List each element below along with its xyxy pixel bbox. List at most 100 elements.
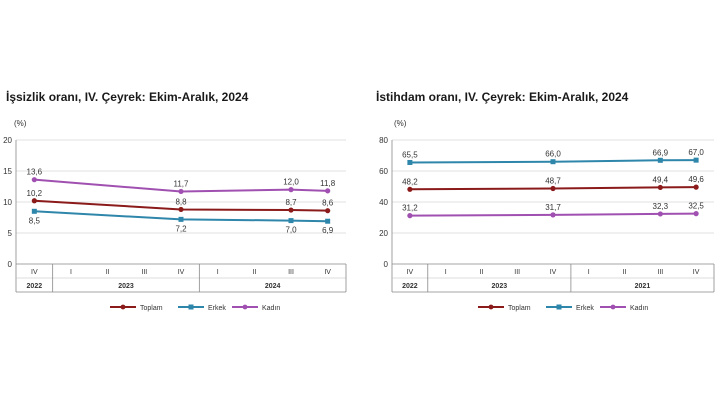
legend-marker [120, 304, 126, 310]
y-tick-label: 20 [379, 229, 388, 238]
data-label: 8,6 [322, 199, 334, 208]
y-tick-label: 80 [379, 136, 388, 145]
y-tick-label: 10 [3, 198, 12, 207]
y-tick-label: 5 [8, 229, 13, 238]
series-line-kadın [409, 212, 697, 217]
year-label: 2023 [118, 283, 134, 290]
data-label: 8,8 [175, 197, 187, 206]
data-point [693, 184, 699, 190]
legend-label: Kadın [630, 305, 648, 312]
legend-label: Toplam [140, 305, 163, 312]
data-point [31, 177, 37, 183]
data-label: 67,0 [688, 148, 704, 157]
year-label: 2023 [492, 283, 508, 290]
year-label: 2021 [635, 283, 651, 290]
y-unit-label: (%) [14, 119, 27, 128]
series-line-kadın [34, 178, 328, 193]
data-point [178, 206, 184, 213]
y-tick-label: 40 [379, 198, 388, 207]
data-point [407, 159, 413, 165]
chart-title: İstihdam oranı, IV. Çeyrek: Ekim-Aralık,… [376, 90, 629, 104]
data-label: 32,3 [653, 202, 669, 211]
x-tick-label: III [514, 269, 520, 276]
data-point [657, 211, 663, 217]
year-label: 2022 [402, 283, 418, 290]
data-label: 48,2 [402, 177, 418, 186]
chart-title: İşsizlik oranı, IV. Çeyrek: Ekim-Aralık,… [6, 90, 249, 104]
year-label: 2022 [27, 283, 43, 290]
data-label: 49,6 [688, 175, 704, 184]
data-label: 49,4 [653, 175, 669, 184]
x-tick-label: IV [178, 269, 185, 276]
data-point [550, 212, 556, 218]
data-label: 6,9 [322, 226, 334, 235]
data-label: 10,2 [27, 189, 43, 198]
data-point [657, 157, 663, 163]
data-point [325, 218, 331, 224]
x-tick-label: III [288, 269, 294, 276]
data-point [407, 186, 413, 192]
data-label: 11,7 [174, 179, 190, 188]
data-point [325, 208, 331, 214]
x-tick-label: IV [693, 269, 700, 276]
x-tick-label: I [217, 269, 219, 276]
unemployment-chart-panel: İşsizlik oranı, IV. Çeyrek: Ekim-Aralık,… [0, 0, 360, 410]
data-point [31, 198, 37, 204]
y-tick-label: 0 [384, 260, 389, 269]
x-tick-label: I [70, 269, 72, 276]
data-point [178, 216, 184, 222]
legend-label: Erkek [576, 305, 594, 312]
x-tick-label: II [623, 269, 627, 276]
data-label: 7,0 [285, 226, 297, 235]
data-label: 12,0 [283, 178, 299, 187]
x-tick-label: III [141, 269, 147, 276]
data-label: 66,9 [653, 148, 669, 157]
legend-label: Toplam [508, 305, 531, 312]
x-tick-label: I [445, 269, 447, 276]
data-point [288, 218, 294, 224]
legend-marker [488, 304, 494, 310]
x-tick-label: III [657, 269, 663, 276]
series-line-toplam [409, 186, 697, 191]
x-tick-label: II [252, 269, 256, 276]
series-line-erkek [409, 159, 697, 164]
data-label: 31,7 [545, 203, 561, 212]
data-point [550, 159, 556, 165]
data-label: 66,0 [545, 150, 561, 159]
x-tick-label: II [106, 269, 110, 276]
legend-label: Kadın [262, 305, 280, 312]
legend-marker [610, 304, 616, 310]
data-point [657, 184, 663, 191]
y-tick-label: 0 [8, 260, 13, 269]
data-label: 8,5 [29, 216, 41, 225]
data-point [178, 188, 184, 195]
data-label: 48,7 [545, 177, 561, 186]
data-label: 13,6 [27, 168, 43, 177]
data-label: 32,5 [688, 202, 704, 211]
data-point [325, 188, 331, 194]
series-line-toplam [34, 199, 328, 212]
legend-label: Erkek [208, 305, 226, 312]
data-label: 11,8 [320, 179, 336, 188]
data-point [407, 213, 413, 219]
x-tick-label: II [479, 269, 483, 276]
data-point [693, 211, 699, 217]
series-line-erkek [34, 210, 328, 223]
data-label: 8,7 [285, 198, 297, 207]
x-tick-label: IV [31, 269, 38, 276]
x-tick-label: IV [324, 269, 331, 276]
y-tick-label: 20 [3, 136, 12, 145]
data-point [288, 187, 294, 193]
data-point [288, 207, 294, 213]
legend-marker [188, 304, 194, 310]
year-label: 2024 [265, 283, 281, 290]
y-tick-label: 60 [379, 167, 388, 176]
data-label: 7,2 [175, 224, 187, 233]
legend-marker [242, 304, 248, 310]
data-point [550, 185, 556, 192]
y-tick-label: 15 [3, 167, 12, 176]
y-unit-label: (%) [394, 119, 407, 128]
data-point [693, 157, 699, 163]
